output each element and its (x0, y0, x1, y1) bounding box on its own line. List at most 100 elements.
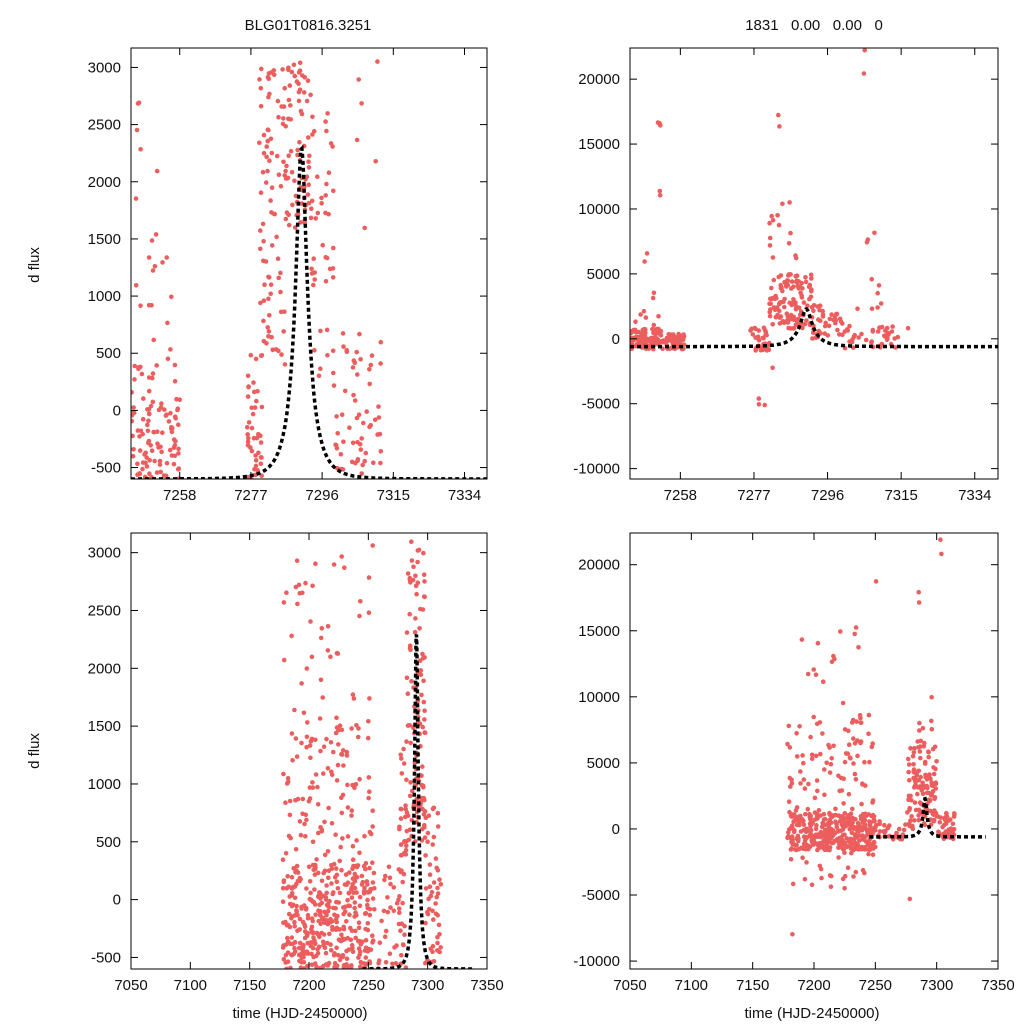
data-point (260, 221, 266, 227)
x-tick-label: 7250 (352, 977, 385, 994)
data-point (920, 780, 925, 786)
data-point (169, 429, 175, 435)
data-point (422, 730, 427, 735)
data-point (787, 745, 793, 750)
data-point (290, 758, 295, 763)
data-point (370, 896, 376, 901)
data-point (842, 850, 847, 855)
data-point (852, 833, 858, 838)
panel-bottom-left: 7050 7100 7150 7200 7250 7300 7350 -500 0 500 1000… (88, 532, 504, 994)
data-point (250, 411, 256, 417)
data-point (291, 62, 297, 68)
data-point (903, 822, 908, 827)
data-point (808, 823, 813, 829)
data-point (383, 873, 388, 879)
data-point (847, 838, 852, 844)
data-point (292, 919, 297, 925)
data-point (404, 630, 410, 635)
data-point (784, 282, 789, 288)
data-point (320, 939, 326, 945)
data-point (438, 945, 444, 950)
data-point (643, 315, 649, 320)
data-point (804, 846, 809, 852)
data-point (791, 812, 797, 817)
data-point (862, 835, 867, 841)
data-point (307, 743, 313, 748)
data-point (846, 742, 852, 747)
data-point (303, 580, 308, 586)
data-point (907, 778, 912, 783)
data-point (422, 823, 427, 828)
data-point (834, 824, 839, 830)
data-point (323, 193, 329, 198)
data-point (408, 740, 414, 746)
data-point (778, 273, 784, 278)
data-point (309, 271, 315, 276)
data-point (376, 960, 381, 966)
data-point (822, 323, 828, 329)
data-point (288, 103, 293, 108)
data-point (310, 839, 316, 845)
data-point (826, 323, 832, 329)
data-point (286, 116, 291, 122)
data-point (319, 195, 324, 201)
data-point (151, 429, 156, 435)
data-point (339, 412, 345, 418)
data-point (292, 945, 297, 951)
data-point (792, 847, 798, 852)
data-point (315, 784, 320, 790)
data-point (382, 934, 388, 939)
data-point (318, 825, 323, 830)
data-point (346, 947, 352, 952)
data-point (344, 749, 350, 755)
data-point (267, 91, 272, 97)
y-tick-label: -10000 (573, 953, 620, 970)
data-point (292, 73, 298, 79)
data-point (258, 440, 264, 445)
data-point (370, 860, 375, 865)
data-point (788, 272, 793, 277)
data-point (341, 911, 346, 917)
data-point (339, 810, 345, 816)
data-point (259, 66, 264, 72)
data-point (788, 825, 794, 831)
data-point (318, 896, 323, 901)
data-point (260, 169, 266, 175)
data-point (371, 460, 376, 466)
data-point (791, 829, 797, 835)
data-point (146, 388, 152, 394)
data-point (420, 806, 425, 812)
data-point (294, 863, 300, 869)
data-point (284, 966, 289, 969)
data-point (299, 681, 304, 686)
data-point (258, 353, 264, 359)
data-point (917, 749, 923, 754)
data-point (946, 827, 952, 832)
data-point (324, 883, 329, 888)
data-point (138, 428, 144, 434)
data-point (866, 731, 871, 737)
data-point (421, 699, 427, 705)
data-point (922, 761, 928, 766)
data-point (137, 434, 142, 439)
data-point (800, 753, 805, 758)
data-point (323, 950, 329, 956)
data-point (892, 336, 897, 341)
data-point (350, 782, 355, 788)
data-point (324, 736, 329, 742)
y-tick-label: 1500 (88, 718, 121, 735)
data-point (341, 763, 346, 768)
data-point (916, 600, 922, 605)
data-point (849, 720, 855, 725)
data-point (651, 330, 656, 336)
data-point (333, 866, 339, 871)
data-point (280, 67, 285, 72)
data-point (268, 136, 274, 142)
data-point (357, 952, 363, 958)
data-point (409, 539, 414, 544)
data-point (276, 348, 281, 354)
data-point (321, 744, 327, 749)
data-point (438, 882, 444, 887)
data-point (334, 945, 339, 951)
data-point (809, 839, 815, 845)
